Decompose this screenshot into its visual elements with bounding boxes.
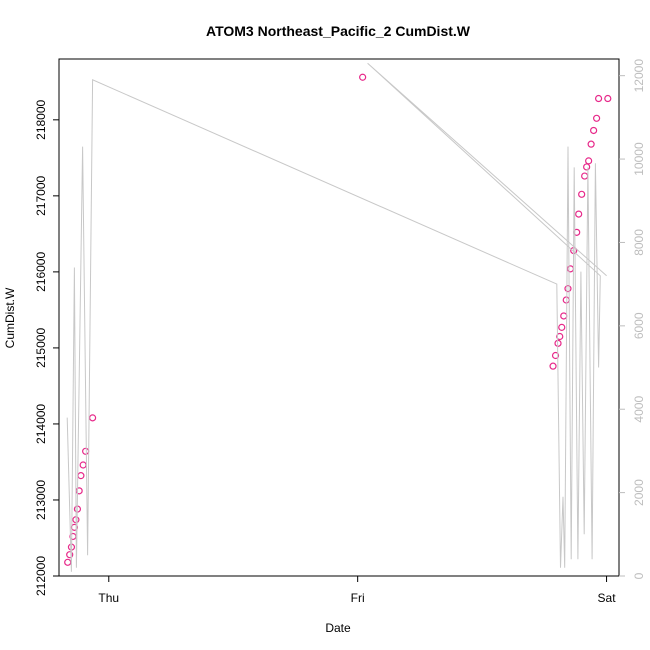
data-point [564, 285, 572, 293]
x-tick-label: Thu [98, 591, 119, 605]
data-point [558, 323, 566, 331]
series-line [66, 62, 607, 572]
y-tick-label-right: 6000 [632, 312, 646, 339]
x-tick-label: Sat [598, 591, 617, 605]
data-point [604, 94, 612, 103]
y-tick-label-right: 8000 [632, 229, 646, 256]
data-point [575, 210, 583, 218]
y-axis-label: CumDist.W [3, 287, 17, 348]
data-point [560, 312, 568, 320]
data-point [581, 172, 589, 180]
data-point [551, 351, 560, 360]
y-tick-label-left: 212000 [34, 556, 48, 596]
data-point [359, 73, 367, 81]
y-tick-label-right: 0 [632, 572, 646, 579]
axes: Thu Fri Sat 212000 213000 214000 215000 216000 2… [34, 59, 646, 605]
plot-frame [58, 58, 620, 577]
data-point [594, 94, 603, 103]
y-tick-label-right: 10000 [632, 142, 646, 176]
data-point [566, 265, 575, 273]
data-point [583, 163, 591, 171]
data-point [556, 332, 564, 341]
data-point [562, 296, 570, 304]
data-point [64, 558, 72, 566]
data-point [79, 461, 87, 469]
data-point [592, 114, 601, 122]
data-point [66, 551, 74, 559]
data-point [88, 414, 97, 422]
x-axis-label: Date [325, 621, 351, 635]
data-point [82, 447, 90, 455]
y-tick-label-left: 217000 [34, 176, 48, 216]
data-point [587, 140, 595, 148]
marks [64, 62, 612, 572]
chart-title: ATOM3 Northeast_Pacific_2 CumDist.W [206, 23, 471, 39]
y-tick-label-left: 216000 [34, 252, 48, 292]
x-tick-label: Fri [351, 591, 365, 605]
y-tick-label-right: 2000 [632, 479, 646, 506]
y-tick-label-left: 213000 [34, 480, 48, 520]
data-point [585, 157, 593, 165]
data-point [77, 472, 85, 480]
y-tick-label-left: 214000 [34, 404, 48, 444]
y-tick-label-left: 215000 [34, 328, 48, 368]
y-tick-label-right: 12000 [632, 59, 646, 93]
data-point [549, 362, 557, 370]
data-point [578, 190, 586, 198]
y-tick-label-right: 4000 [632, 396, 646, 423]
y-tick-label-left: 218000 [34, 99, 48, 139]
data-point [590, 126, 598, 135]
